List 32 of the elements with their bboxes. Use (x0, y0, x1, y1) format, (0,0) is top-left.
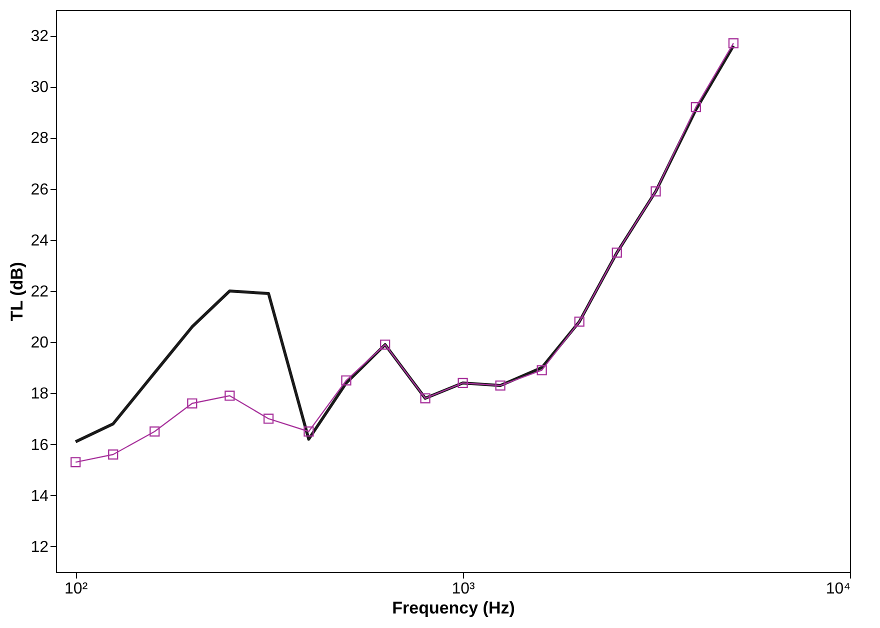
y-tick-label: 16 (30, 436, 49, 454)
y-tick-label: 26 (30, 181, 49, 198)
point (108, 449, 118, 460)
point (304, 426, 314, 437)
point (458, 378, 468, 388)
point (187, 398, 198, 408)
point (420, 393, 430, 404)
x-tick-label: 10⁴ (826, 580, 851, 598)
x-axis-title: Frequency (Hz) (392, 598, 515, 618)
x-tick-label: 10² (64, 580, 88, 598)
point (728, 38, 739, 48)
y-tick-label: 32 (30, 28, 49, 46)
point (70, 457, 81, 468)
point (612, 248, 622, 258)
y-tick-label: 18 (30, 386, 49, 403)
x-tick-label: 10³ (452, 580, 476, 598)
y-tick-label: 12 (30, 538, 49, 556)
y-tick-label: 20 (30, 334, 49, 352)
y-tick-label: 22 (30, 284, 49, 300)
point (263, 414, 274, 424)
point (341, 375, 352, 386)
y-tick-label: 28 (30, 130, 49, 148)
point (495, 380, 506, 391)
point (690, 102, 701, 112)
point (650, 186, 661, 196)
point (380, 340, 390, 350)
y-axis-title: TL (dB) (8, 262, 27, 322)
y-tick-label: 30 (30, 79, 49, 96)
point (224, 390, 235, 401)
y-tick-label: 14 (30, 488, 49, 505)
point (574, 316, 584, 327)
y-tick-label: 24 (30, 232, 49, 250)
